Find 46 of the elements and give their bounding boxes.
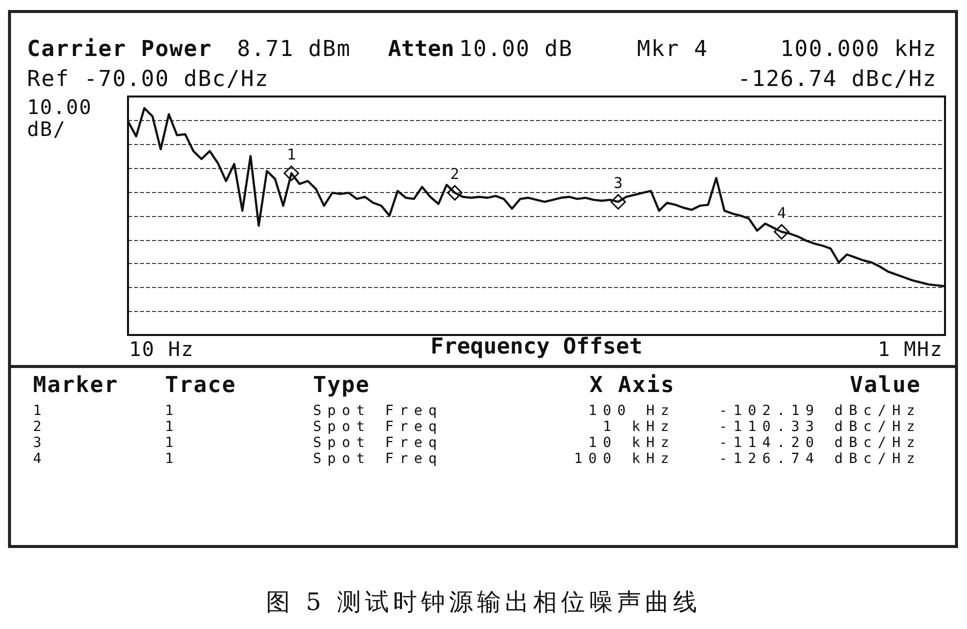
annotation: 2 [450,165,460,184]
text: 3 [33,435,48,451]
text: Mkr 4 [637,37,708,62]
text: 图 5 测试时钟源输出相位噪声曲线 [265,587,702,618]
text: 2 [33,419,48,435]
text: Trace [165,373,236,399]
annotation: 1 [286,146,296,164]
point [774,224,790,240]
text: Ref -70.00 dBc/Hz [27,67,270,92]
text: Spot Freq [313,419,443,435]
text: 1 [165,419,180,435]
text: 8.71 dBm [237,37,351,62]
text: -102.19 dBc/Hz [718,403,921,419]
annotation: 3 [614,174,623,192]
text: Marker [33,373,118,399]
text: Spot Freq [313,451,443,467]
text: 100 Hz [588,403,675,419]
text: Spot Freq [313,403,443,419]
text: -114.20 dBc/Hz [718,435,921,451]
text: Type [313,373,370,399]
text: -110.33 dBc/Hz [718,419,921,435]
text: Spot Freq [313,435,443,451]
point [610,194,626,210]
text: -126.74 dBc/Hz [718,451,921,467]
text: 100.000 kHz [780,37,937,62]
text: 1 kHz [602,419,675,435]
point [284,166,300,182]
text: -126.74 dBc/Hz [738,67,937,92]
text: Carrier Power [27,37,212,62]
text: 1 MHz [878,337,943,361]
text: 1 [165,403,180,419]
text: X Axis [590,373,675,399]
text: 10 Hz [129,337,194,361]
text: 4 [33,451,48,467]
text: 1 [165,451,180,467]
text: 100 kHz [574,451,675,467]
text: Value [850,373,921,399]
text: 1 [165,435,180,451]
annotation: 4 [777,204,786,222]
text: 1 [33,403,48,419]
x-axis-title: Frequency Offset [430,334,642,360]
text: 10.00 dB [459,37,573,62]
text: Atten [388,37,454,62]
text: 10.00 dB/ [27,95,94,141]
point [447,185,463,201]
text: 10 kHz [588,435,675,451]
